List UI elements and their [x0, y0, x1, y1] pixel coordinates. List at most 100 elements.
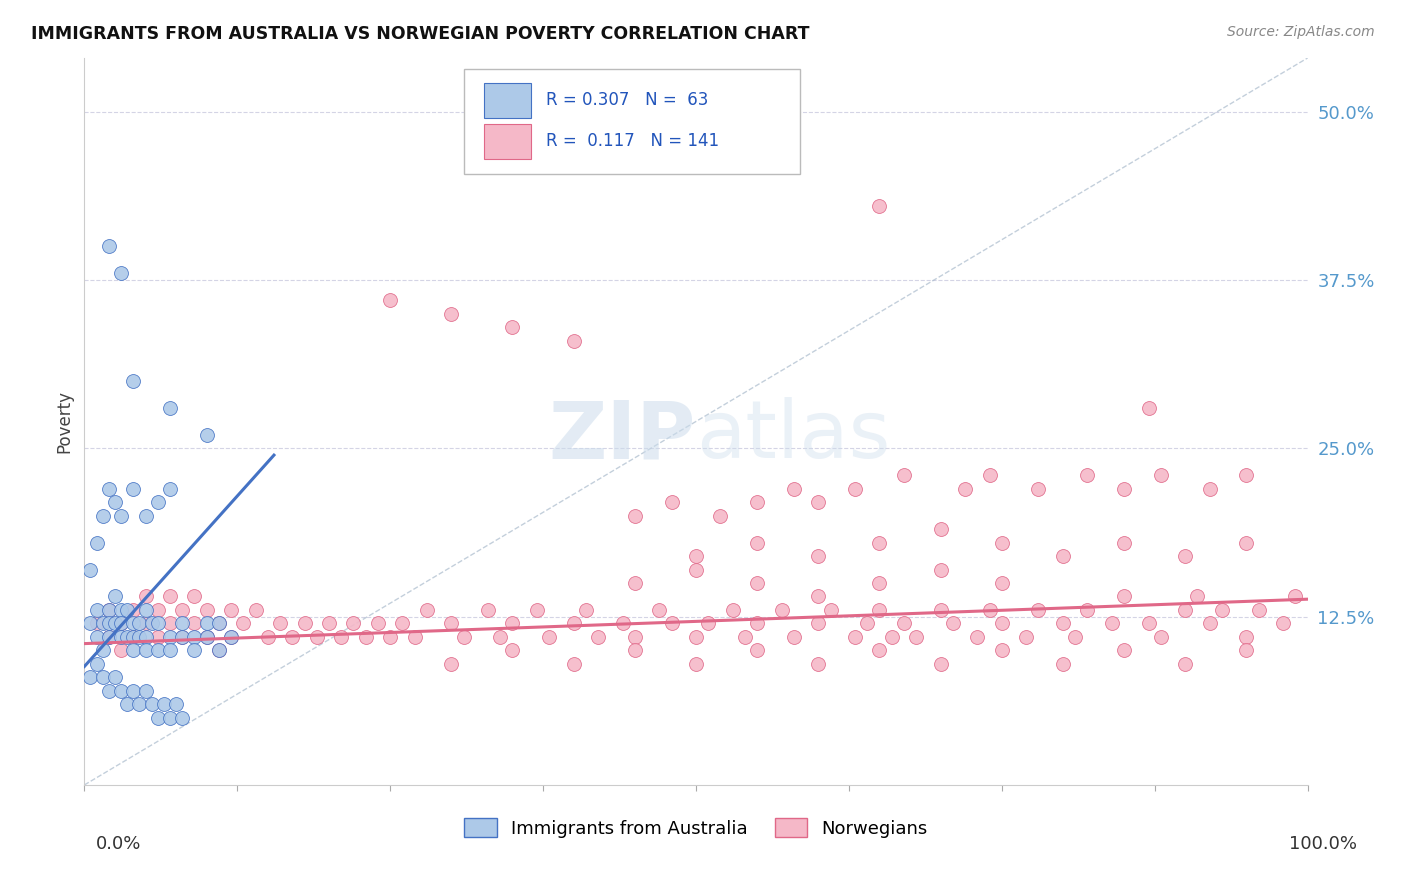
Point [869, 643, 891, 657]
Point [1114, 643, 1136, 657]
Point [86, 630, 108, 644]
Bar [484, 124, 531, 159]
Point [146, 495, 169, 509]
Point [110, 616, 132, 631]
Point [489, 630, 512, 644]
Point [1015, 630, 1038, 644]
Point [624, 643, 647, 657]
Point [135, 590, 157, 604]
Point [208, 643, 231, 657]
Point [685, 549, 707, 563]
Point [1198, 482, 1220, 496]
Point [929, 522, 952, 536]
Point [586, 630, 609, 644]
Point [869, 603, 891, 617]
Point [159, 401, 181, 415]
Point [820, 603, 842, 617]
Point [661, 495, 683, 509]
Point [562, 657, 585, 671]
Text: 0.0%: 0.0% [96, 835, 141, 853]
Point [991, 576, 1014, 591]
Point [208, 643, 231, 657]
Point [183, 630, 205, 644]
Point [1137, 401, 1160, 415]
Point [122, 630, 145, 644]
Point [440, 616, 463, 631]
Point [869, 199, 891, 213]
Point [929, 603, 952, 617]
Point [1187, 590, 1209, 604]
Point [159, 630, 181, 644]
Point [1211, 603, 1233, 617]
Point [1174, 549, 1197, 563]
Point [128, 630, 150, 644]
Point [991, 643, 1014, 657]
Point [318, 616, 340, 631]
Point [135, 603, 157, 617]
Point [104, 616, 127, 631]
Point [146, 603, 169, 617]
Point [97, 239, 120, 253]
Text: atlas: atlas [696, 397, 890, 475]
Point [367, 616, 389, 631]
Point [538, 630, 561, 644]
Point [869, 535, 891, 549]
Point [770, 603, 793, 617]
Point [905, 630, 928, 644]
Point [79, 563, 101, 577]
Point [807, 549, 830, 563]
Point [697, 616, 720, 631]
Point [1236, 535, 1258, 549]
Point [734, 630, 756, 644]
Point [624, 508, 647, 523]
Point [86, 535, 108, 549]
Point [1076, 603, 1098, 617]
Point [135, 643, 157, 657]
Point [721, 603, 744, 617]
Point [1236, 468, 1258, 483]
Point [122, 630, 145, 644]
Point [1052, 616, 1074, 631]
Point [115, 603, 138, 617]
Point [1236, 643, 1258, 657]
Point [893, 468, 915, 483]
Point [1114, 590, 1136, 604]
Point [97, 683, 120, 698]
Point [208, 616, 231, 631]
Point [122, 482, 145, 496]
Point [110, 616, 132, 631]
Point [153, 697, 176, 711]
Point [1052, 657, 1074, 671]
Point [104, 670, 127, 684]
Point [856, 616, 879, 631]
Point [245, 603, 267, 617]
Point [79, 616, 101, 631]
Point [122, 683, 145, 698]
Point [747, 495, 769, 509]
Point [807, 657, 830, 671]
Point [1174, 603, 1197, 617]
Point [685, 630, 707, 644]
Point [502, 643, 524, 657]
Point [1028, 482, 1050, 496]
Point [172, 711, 194, 725]
Point [807, 590, 830, 604]
Point [146, 616, 169, 631]
Point [97, 616, 120, 631]
Point [115, 697, 138, 711]
Point [183, 590, 205, 604]
Point [79, 670, 101, 684]
Point [624, 576, 647, 591]
Point [183, 643, 205, 657]
Point [219, 630, 242, 644]
Point [624, 630, 647, 644]
Point [159, 643, 181, 657]
Point [380, 630, 402, 644]
Point [1150, 468, 1173, 483]
Point [1272, 616, 1295, 631]
Point [844, 482, 866, 496]
Point [844, 630, 866, 644]
Point [991, 535, 1014, 549]
Point [135, 630, 157, 644]
Point [257, 630, 280, 644]
